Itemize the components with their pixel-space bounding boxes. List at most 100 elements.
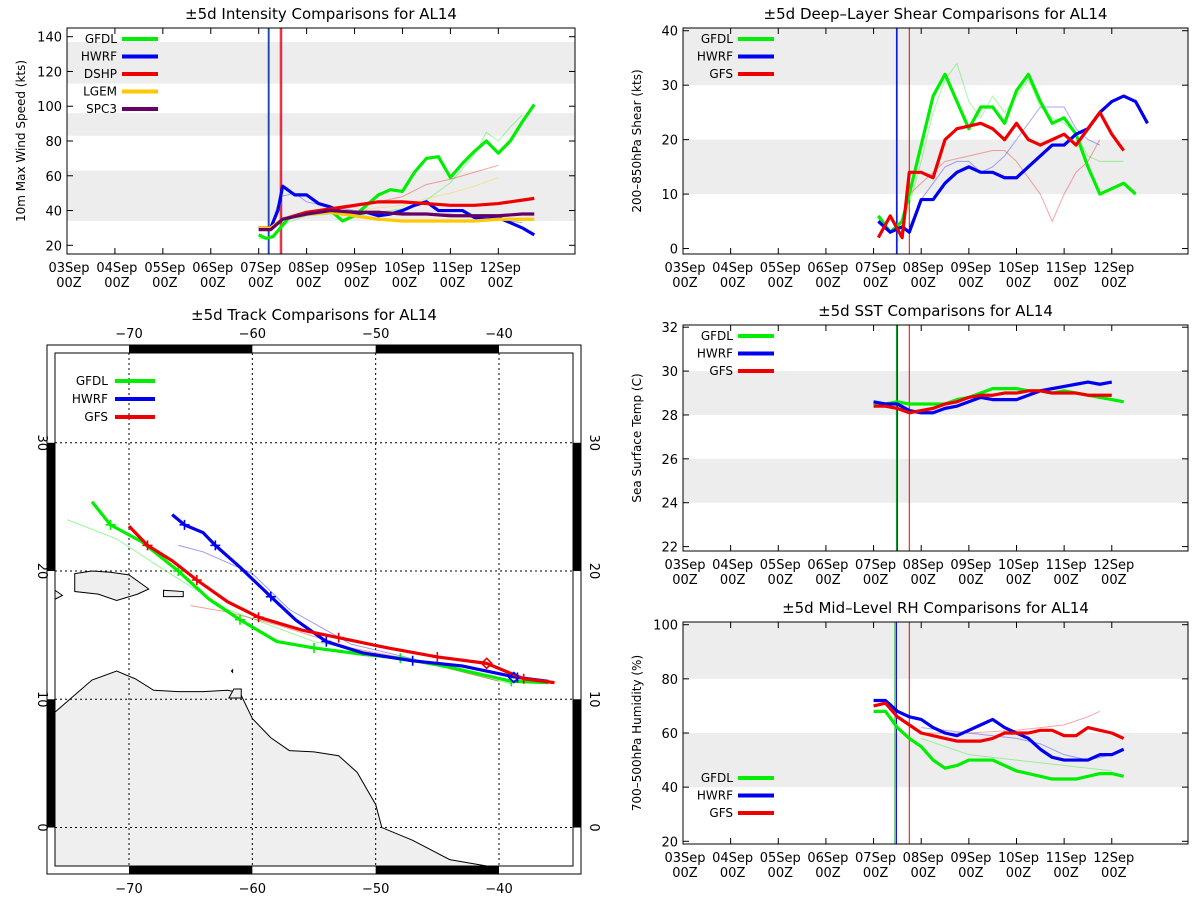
plot-frame	[682, 324, 1189, 552]
x-tick-label-hour: 00Z	[815, 573, 841, 588]
legend-label: GFDL	[701, 771, 733, 785]
land-mass	[54, 589, 64, 601]
track-hwrf-point	[179, 519, 190, 530]
x-tick-label-date: 05Sep	[144, 261, 185, 276]
x-tick-label-date: 03Sep	[664, 261, 705, 276]
series-gfs-thin-line	[921, 710, 1101, 734]
x-tick-label-date: 07Sep	[855, 558, 896, 573]
map-border-bar	[375, 345, 499, 353]
legend-label: GFS	[709, 67, 733, 81]
map-border-bar	[129, 345, 253, 353]
y-axis-label: 700–500hPa Humidity (%)	[630, 655, 644, 811]
track-hwrf-point	[210, 540, 221, 551]
series-gfs-line	[873, 701, 1125, 743]
y-tick-label: 100	[37, 100, 62, 115]
track-hwrf-start-marker	[507, 671, 520, 684]
track-map: −70 −70 −60 −60 −50 −50 −40 −40 0 0 10 10 20 20 30 30 ±5…	[34, 306, 601, 897]
lon-tick-label-bottom: −40	[485, 882, 512, 897]
y-tick-label: 80	[45, 135, 62, 150]
x-tick-label-date: 11Sep	[432, 261, 473, 276]
x-tick-label-hour: 00Z	[768, 276, 794, 291]
x-tick-label-date: 12Sep	[480, 261, 521, 276]
track-hwrf-line	[171, 513, 549, 683]
x-tick-label-date: 03Sep	[48, 261, 89, 276]
plot-frame	[682, 27, 1189, 255]
x-tick-label-date: 12Sep	[1093, 558, 1134, 573]
y-axis-label: 10m Max Wind Speed (kts)	[14, 60, 28, 222]
map-border-bar	[375, 866, 499, 874]
map-title: ±5d Track Comparisons for AL14	[191, 306, 437, 324]
x-tick-label-date: 08Sep	[903, 261, 944, 276]
x-tick-label-date: 04Sep	[96, 261, 137, 276]
y-tick-label: 26	[661, 453, 678, 468]
x-tick-label-date: 09Sep	[950, 558, 991, 573]
legend-label: HWRF	[697, 789, 733, 803]
track-gfs-point	[253, 612, 264, 623]
land-mass	[163, 589, 184, 598]
x-tick-label-hour: 00Z	[1101, 866, 1127, 881]
chart-title: ±5d SST Comparisons for AL14	[818, 302, 1053, 320]
x-tick-label-hour: 00Z	[1101, 276, 1127, 291]
x-tick-label-date: 06Sep	[807, 261, 848, 276]
x-tick-label-date: 04Sep	[712, 261, 753, 276]
x-tick-label-date: 09Sep	[950, 851, 991, 866]
track-gfs-start-marker	[480, 657, 493, 670]
track-gfs-point	[432, 651, 443, 662]
x-tick-label-hour: 00Z	[296, 276, 322, 291]
series-hwrf-line	[877, 94, 1149, 234]
legend-label: HWRF	[72, 392, 108, 406]
map-outer-frame	[46, 344, 582, 875]
x-tick-label-hour: 00Z	[958, 866, 984, 881]
x-tick-label-date: 05Sep	[760, 851, 801, 866]
x-tick-label-date: 11Sep	[1046, 261, 1087, 276]
y-tick-label: 30	[661, 79, 678, 94]
shaded-band	[67, 113, 575, 136]
lon-tick-label-bottom: −50	[362, 882, 389, 897]
series-hwrf-line	[873, 698, 1125, 762]
y-tick-label: 30	[661, 365, 678, 380]
legend-label: GFS	[709, 364, 733, 378]
x-tick-label-hour: 00Z	[56, 276, 82, 291]
y-tick-label: 10	[661, 188, 678, 203]
y-tick-label: 120	[37, 65, 62, 80]
track-hwrf-point	[321, 636, 332, 647]
x-tick-label-date: 06Sep	[807, 558, 848, 573]
x-tick-label-hour: 00Z	[248, 276, 274, 291]
x-tick-label-date: 03Sep	[664, 558, 705, 573]
x-tick-label-date: 09Sep	[336, 261, 377, 276]
y-axis-label: Sea Surface Temp (C)	[630, 373, 644, 502]
shaded-band	[683, 622, 1188, 679]
x-tick-label-date: 06Sep	[192, 261, 233, 276]
track-gfdl-point	[235, 614, 245, 625]
land-mass	[74, 570, 150, 602]
legend-label: GFDL	[85, 32, 117, 46]
x-tick-label-hour: 00Z	[768, 866, 794, 881]
map-border-bar	[573, 699, 581, 828]
legend-label: DSHP	[84, 67, 117, 81]
legend-label: HWRF	[81, 50, 117, 64]
land-mass	[230, 668, 234, 674]
x-tick-label-date: 04Sep	[712, 851, 753, 866]
y-tick-label: 40	[661, 781, 678, 796]
map-border-bar	[47, 442, 55, 572]
x-tick-label-date: 12Sep	[1093, 261, 1134, 276]
x-tick-label-hour: 00Z	[863, 276, 889, 291]
lon-tick-label-bottom: −60	[239, 882, 266, 897]
x-tick-label-date: 10Sep	[384, 261, 425, 276]
y-axis-label: 200–850hPa Shear (kts)	[630, 69, 644, 212]
lat-tick-label-right: 0	[586, 823, 601, 831]
y-tick-label: 40	[45, 205, 62, 220]
track-gfs-point	[191, 575, 202, 586]
map-border-bar	[573, 442, 581, 572]
track-gfdl-point	[309, 642, 319, 653]
x-tick-label-date: 08Sep	[903, 851, 944, 866]
y-tick-label: 20	[661, 835, 678, 850]
x-tick-label-hour: 00Z	[910, 573, 936, 588]
lat-tick-label-right: 20	[586, 563, 601, 580]
x-tick-label-date: 06Sep	[807, 851, 848, 866]
lat-tick-label-right: 30	[586, 435, 601, 452]
x-tick-label-hour: 00Z	[672, 276, 698, 291]
land-mass	[228, 688, 242, 699]
x-tick-label-date: 10Sep	[998, 851, 1039, 866]
